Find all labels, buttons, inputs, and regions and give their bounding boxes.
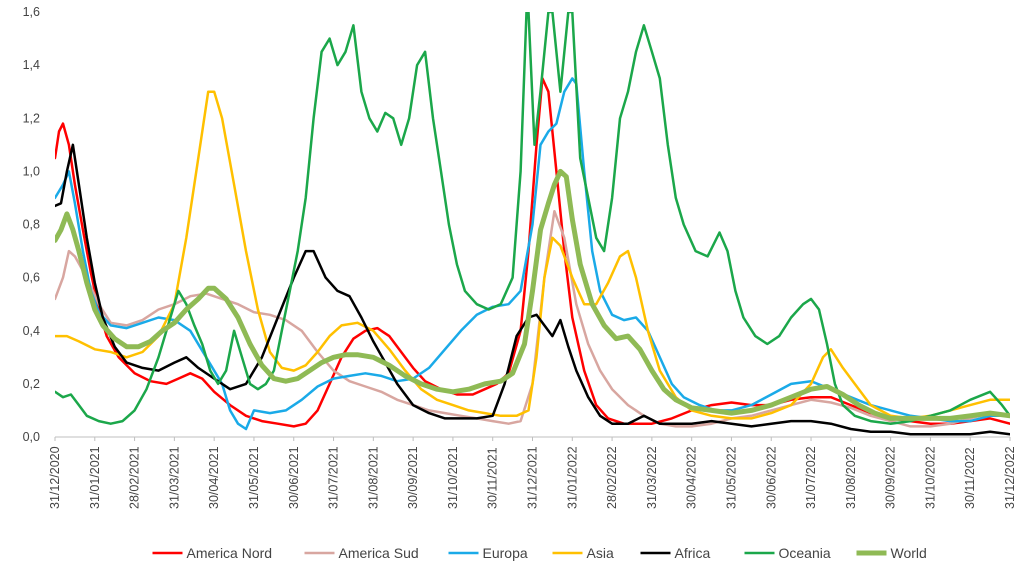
series-line-oceania [55,12,1010,425]
y-tick-label: 0,0 [23,430,40,444]
x-tick-label: 31/10/2021 [446,446,460,509]
x-tick-label: 30/09/2022 [884,446,898,509]
x-tick-label: 28/02/2022 [605,446,619,509]
series-line-europa [55,77,1010,431]
x-tick-label: 30/09/2021 [406,446,420,509]
x-tick-label: 30/11/2021 [486,447,500,509]
legend-item: Africa [640,545,711,561]
legend-label: Europa [483,545,528,561]
y-tick-label: 0,4 [23,324,40,338]
legend-label: America Sud [339,545,419,561]
legend-item: Europa [448,545,528,561]
x-tick-label: 30/11/2022 [963,447,977,509]
x-axis-ticks: 31/12/2020 31/01/2021 28/02/2021 31/03/2021… [48,437,1017,509]
y-axis-ticks: 0,0 0,2 0,4 0,6 0,8 1,0 1,2 1,4 1,6 [23,5,40,444]
y-tick-label: 0,6 [23,271,40,285]
x-tick-label: 31/05/2022 [724,446,738,509]
legend-item: World [856,545,927,561]
x-tick-label: 31/07/2022 [804,446,818,509]
legend-label: World [891,545,927,561]
x-tick-label: 31/08/2022 [844,446,858,509]
series-line-africa [55,143,1010,436]
series-line-world [55,168,1010,421]
y-tick-label: 0,2 [23,377,40,391]
legend-label: Oceania [779,545,831,561]
y-tick-label: 1,0 [23,164,40,178]
series-lines [55,12,1010,436]
legend-label: Asia [587,545,614,561]
x-tick-label: 31/12/2021 [526,446,540,509]
x-tick-label: 31/07/2021 [327,446,341,509]
x-tick-label: 30/04/2021 [207,446,221,509]
x-tick-label: 31/01/2021 [88,446,102,509]
x-tick-label: 31/10/2022 [923,446,937,509]
legend-label: America Nord [187,545,273,561]
series-line-asia [55,90,1010,420]
x-tick-label: 30/06/2022 [764,446,778,509]
y-tick-label: 1,6 [23,5,40,19]
legend-item: Asia [552,545,614,561]
x-tick-label: 31/12/2022 [1003,446,1017,509]
legend-item: America Sud [304,545,419,561]
x-tick-label: 31/03/2022 [645,446,659,509]
x-tick-label: 28/02/2021 [128,446,142,509]
x-tick-label: 31/01/2022 [565,446,579,509]
legend-label: Africa [675,545,711,561]
legend: America Nord America Sud Europa Asia Africa O… [152,545,927,561]
x-tick-label: 30/06/2021 [287,446,301,509]
x-tick-label: 31/03/2021 [167,446,181,509]
y-tick-label: 1,2 [23,111,40,125]
legend-item: Oceania [744,545,831,561]
x-tick-label: 30/04/2022 [685,446,699,509]
x-tick-label: 31/12/2020 [48,446,62,509]
x-tick-label: 31/08/2021 [366,446,380,509]
series-line-america-sud [55,209,1010,428]
legend-item: America Nord [152,545,273,561]
x-tick-label: 31/05/2021 [247,446,261,509]
y-tick-label: 0,8 [23,218,40,232]
y-tick-label: 1,4 [23,58,40,72]
